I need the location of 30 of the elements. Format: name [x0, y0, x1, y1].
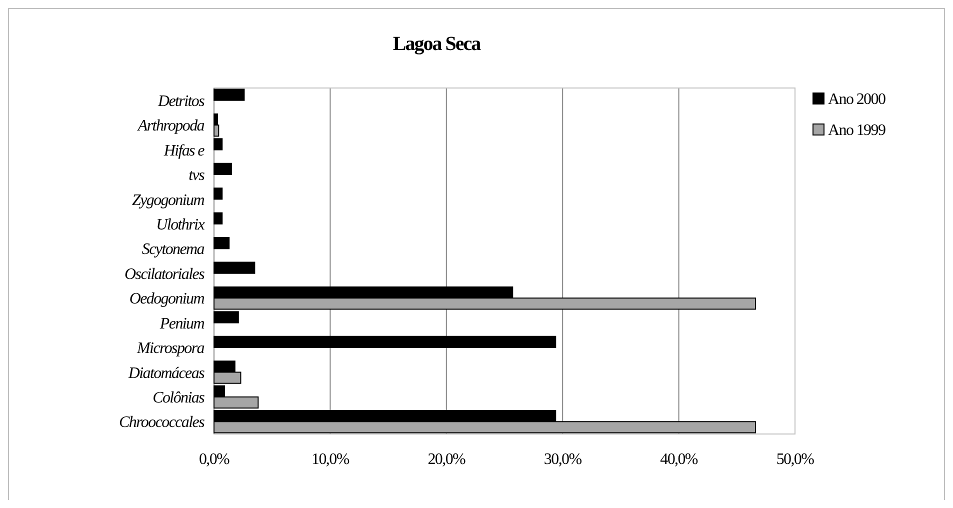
- y-tick-label: Diatomáceas: [127, 364, 205, 382]
- bar: [214, 88, 245, 101]
- y-tick-label: Oedogonium: [129, 290, 204, 308]
- legend-label: Ano 2000: [828, 91, 886, 108]
- y-tick-label: Oscilatoriales: [124, 266, 205, 283]
- x-tick-label: 40,0%: [660, 451, 698, 468]
- y-tick-label: Hifas e: [162, 142, 205, 160]
- bar: [214, 188, 223, 200]
- y-tick-label: Arthropoda: [136, 118, 205, 135]
- legend-label: Ano 1999: [828, 122, 886, 139]
- bar: [214, 237, 230, 250]
- y-tick-label: Ulothrix: [156, 216, 205, 234]
- x-tick-label: 0,0%: [198, 451, 230, 468]
- y-tick-label: Detritos: [156, 92, 205, 110]
- y-tick-label: Colônias: [152, 390, 205, 407]
- y-tick-label: Scytonema: [142, 241, 205, 258]
- x-tick-label: 20,0%: [428, 451, 466, 468]
- x-tick-label: 30,0%: [544, 451, 582, 468]
- y-tick-label: Chroococcales: [119, 414, 205, 432]
- chart-title: Lagoa Seca: [392, 33, 482, 55]
- y-tick-label: Zygogonium: [132, 192, 204, 209]
- y-tick-label: Microspora: [136, 340, 205, 358]
- bar: [214, 212, 223, 224]
- x-tick-label: 50,0%: [776, 451, 814, 468]
- bar: [214, 262, 256, 274]
- x-tick-label: 10,0%: [312, 451, 350, 468]
- bar: [214, 336, 556, 348]
- y-tick-label: tvs: [188, 167, 205, 184]
- bar: [214, 162, 232, 175]
- y-tick-label: Penium: [158, 315, 204, 332]
